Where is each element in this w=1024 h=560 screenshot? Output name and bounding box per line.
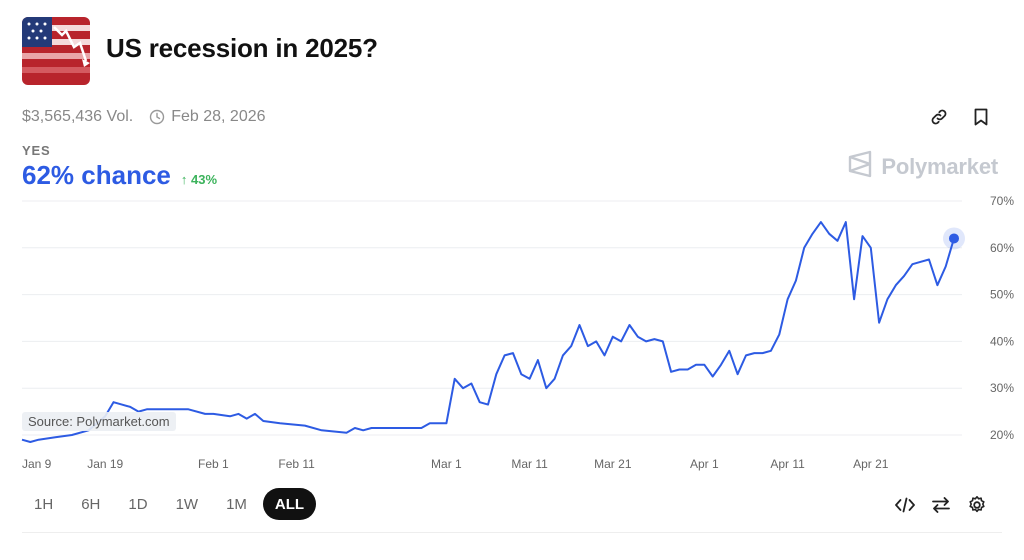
x-tick-label-6: Mar 21 <box>594 457 632 471</box>
top-actions <box>928 106 992 128</box>
swap-icon[interactable] <box>930 494 952 516</box>
range-button-all[interactable]: ALL <box>262 488 317 520</box>
y-tick-label-70: 70% <box>990 194 1014 208</box>
y-axis-ticks: 20% 30% 40% 50% 60% 70% <box>990 194 1014 442</box>
range-button-1d[interactable]: 1D <box>116 488 159 520</box>
polymarket-logo-icon <box>847 150 873 183</box>
chance-value: 62% chance <box>22 160 171 190</box>
x-tick-label-8: Apr 11 <box>770 457 805 471</box>
x-axis-ticks: Jan 9 Jan 19 Feb 1 Feb 11 Mar 1 Mar 11 Mar 21 A… <box>22 457 889 471</box>
y-tick-label-60: 60% <box>990 241 1014 255</box>
x-tick-label-5: Mar 11 <box>511 457 548 471</box>
y-tick-label-30: 30% <box>990 381 1014 395</box>
bookmark-icon[interactable] <box>970 106 992 128</box>
link-icon[interactable] <box>928 106 950 128</box>
series-layer <box>21 221 965 443</box>
chart-grid <box>22 200 962 436</box>
x-tick-label-1: Jan 19 <box>87 457 123 471</box>
range-button-1m[interactable]: 1M <box>214 488 259 520</box>
x-tick-label-9: Apr 21 <box>853 457 889 471</box>
chance-row: 62% chance ↑ 43% <box>22 160 217 191</box>
chart-actions <box>894 494 988 516</box>
time-range-selector: 1H 6H 1D 1W 1M ALL <box>22 488 317 520</box>
market-meta: $3,565,436 Vol. Feb 28, 2026 <box>22 106 266 128</box>
code-icon[interactable] <box>894 494 916 516</box>
price-chart: 20% 30% 40% 50% 60% 70% Jan 9 Jan 19 Feb 1 Feb 1… <box>21 194 1014 471</box>
change-badge: ↑ 43% <box>180 172 218 187</box>
x-tick-label-0: Jan 9 <box>22 457 52 471</box>
market-thumbnail <box>22 17 90 85</box>
volume-text: $3,565,436 Vol. <box>22 108 134 125</box>
source-label: Source: Polymarket.com <box>22 412 176 431</box>
y-tick-label-50: 50% <box>990 288 1014 302</box>
brand-watermark: Polymarket <box>847 150 998 183</box>
range-button-6h[interactable]: 6H <box>69 488 112 520</box>
y-tick-label-40: 40% <box>990 334 1014 348</box>
x-tick-label-7: Apr 1 <box>690 457 719 471</box>
current-point-marker <box>949 233 959 244</box>
end-date-text: Feb 28, 2026 <box>171 108 266 125</box>
range-button-1w[interactable]: 1W <box>164 488 211 520</box>
outcome-label: YES <box>22 143 51 158</box>
clock-icon <box>149 109 165 125</box>
brand-name: Polymarket <box>881 153 998 179</box>
gear-icon[interactable] <box>966 494 988 516</box>
range-button-1h[interactable]: 1H <box>22 488 65 520</box>
x-tick-label-3: Feb 11 <box>278 457 315 471</box>
market-title: US recession in 2025? <box>106 33 378 63</box>
us-flag-chart-thumbnail-icon <box>22 17 90 85</box>
divider <box>22 532 1002 533</box>
x-tick-label-2: Feb 1 <box>198 457 229 471</box>
series-line-0 <box>21 221 955 443</box>
y-tick-label-20: 20% <box>990 428 1014 442</box>
x-tick-label-4: Mar 1 <box>431 457 462 471</box>
